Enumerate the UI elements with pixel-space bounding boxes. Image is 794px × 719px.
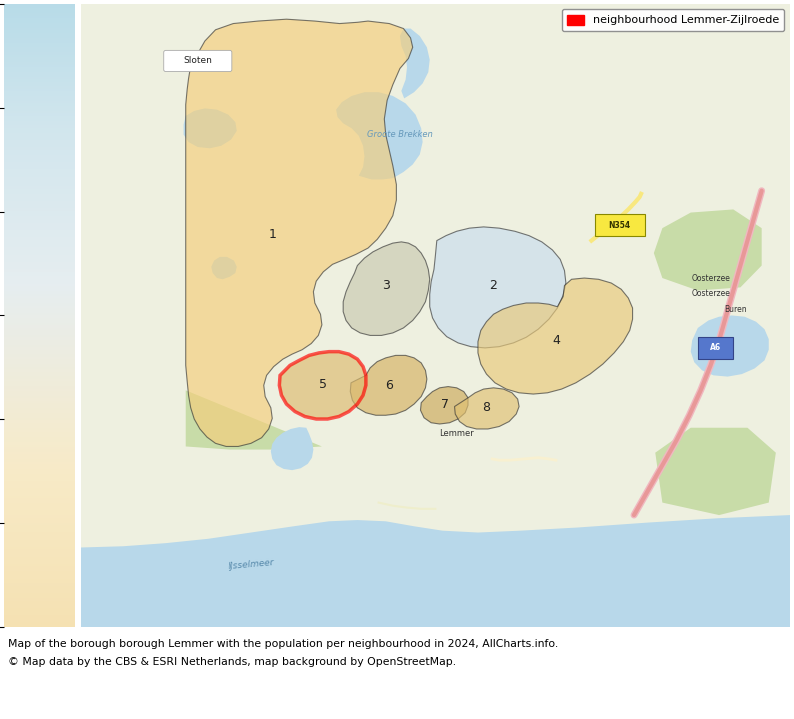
Polygon shape	[430, 227, 566, 348]
Polygon shape	[454, 388, 519, 429]
FancyBboxPatch shape	[164, 50, 232, 72]
Legend: neighbourhood Lemmer-Zijlroede: neighbourhood Lemmer-Zijlroede	[561, 9, 784, 31]
FancyBboxPatch shape	[595, 214, 645, 236]
Text: 8: 8	[483, 401, 491, 414]
Polygon shape	[350, 355, 427, 416]
Text: Lemmer: Lemmer	[439, 429, 474, 439]
Polygon shape	[653, 209, 761, 290]
Text: Oosterzee: Oosterzee	[691, 273, 730, 283]
Text: 1: 1	[268, 228, 276, 241]
Polygon shape	[691, 316, 769, 377]
Polygon shape	[186, 390, 322, 449]
Text: IJsselmeer: IJsselmeer	[228, 559, 275, 572]
Text: Oosterzee: Oosterzee	[691, 289, 730, 298]
Text: 7: 7	[441, 398, 449, 411]
Polygon shape	[186, 19, 413, 446]
Polygon shape	[343, 242, 430, 336]
Text: 2: 2	[490, 279, 498, 292]
Text: 4: 4	[552, 334, 560, 347]
Polygon shape	[81, 515, 790, 628]
Text: 5: 5	[319, 377, 327, 390]
Text: 6: 6	[385, 379, 393, 392]
Text: A6: A6	[710, 344, 721, 352]
Text: N354: N354	[609, 221, 631, 229]
Text: Groote Brekken: Groote Brekken	[367, 130, 433, 139]
Polygon shape	[279, 352, 366, 419]
Polygon shape	[271, 427, 314, 470]
Polygon shape	[478, 531, 613, 596]
Polygon shape	[183, 109, 237, 148]
Polygon shape	[655, 428, 776, 515]
Polygon shape	[336, 92, 422, 180]
Text: Buren: Buren	[724, 305, 746, 313]
Polygon shape	[421, 387, 468, 424]
Polygon shape	[400, 29, 430, 99]
Text: 3: 3	[382, 279, 390, 292]
Polygon shape	[478, 278, 633, 394]
Polygon shape	[211, 257, 237, 279]
Text: Map of the borough borough Lemmer with the population per neighbourhood in 2024,: Map of the borough borough Lemmer with t…	[8, 638, 558, 649]
Text: Sloten: Sloten	[183, 57, 212, 65]
FancyBboxPatch shape	[698, 337, 734, 359]
Text: © Map data by the CBS & ESRI Netherlands, map background by OpenStreetMap.: © Map data by the CBS & ESRI Netherlands…	[8, 657, 456, 667]
